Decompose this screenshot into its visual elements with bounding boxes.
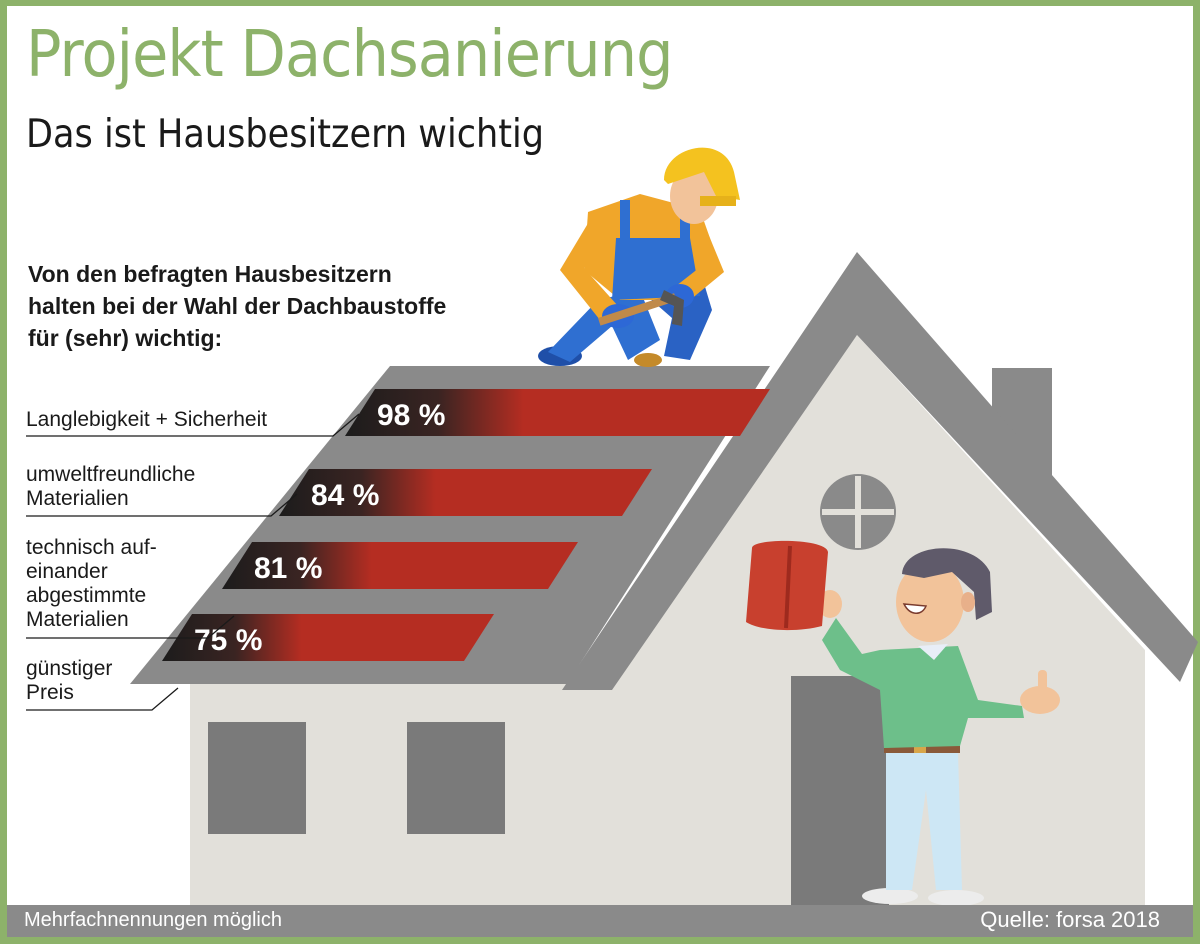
gable-roof: [562, 252, 1198, 690]
category-label: technisch auf-einander abgestimmte Materia…: [26, 536, 157, 632]
category-label: günstiger Preis: [26, 657, 112, 705]
window-left: [208, 722, 306, 834]
bar: [162, 614, 494, 661]
category-label-line: umweltfreundliche: [26, 463, 196, 486]
bar-value-label: 81 %: [254, 552, 322, 585]
intro-line: halten bei der Wahl der Dachbaustoffe: [28, 293, 447, 319]
house-wall: [190, 684, 1145, 906]
bar-value-label: 84 %: [311, 479, 379, 512]
category-label-line: abgestimmte: [26, 584, 147, 607]
category-label-line: technisch auf-: [26, 536, 157, 559]
category-label-line: Langlebigkeit + Sicherheit: [26, 408, 268, 431]
bar: [222, 542, 578, 589]
bar-value-label: 98 %: [377, 399, 445, 432]
bar-value-label: 75 %: [194, 624, 262, 657]
source-note: Quelle: forsa 2018: [980, 907, 1160, 932]
leader-line: [26, 687, 179, 711]
intro-text: Von den befragten Hausbesitzern halten b…: [28, 258, 548, 354]
leader-lines: [26, 413, 360, 711]
category-label: umweltfreundliche Materialien: [26, 463, 195, 511]
window-middle: [407, 722, 505, 834]
leader-line: [26, 413, 360, 437]
round-window: [820, 474, 896, 550]
page-title: Projekt Dachsanierung: [26, 18, 673, 92]
door: [791, 676, 889, 906]
footer-bar: [7, 905, 1193, 937]
category-label-line: Materialien: [26, 608, 129, 631]
leader-line: [26, 615, 235, 639]
bar: [345, 389, 770, 436]
leader-line: [26, 493, 298, 517]
category-label-line: einander: [26, 560, 108, 583]
main-roof: [130, 366, 770, 684]
intro-line: für (sehr) wichtig:: [28, 325, 223, 351]
homeowner-figure: [746, 540, 1060, 906]
bar-chart: 98 % 84 % 81 % 75 %: [162, 389, 770, 661]
bar: [279, 469, 652, 516]
category-label-line: günstiger: [26, 657, 113, 680]
category-label: Langlebigkeit + Sicherheit: [26, 408, 267, 432]
category-label-line: Preis: [26, 681, 74, 704]
category-label-line: Materialien: [26, 487, 129, 510]
roofer-figure: [538, 147, 740, 367]
footnote: Mehrfachnennungen möglich: [24, 909, 282, 931]
page-subtitle: Das ist Hausbesitzern wichtig: [26, 112, 545, 157]
intro-line: Von den befragten Hausbesitzern: [28, 261, 392, 287]
